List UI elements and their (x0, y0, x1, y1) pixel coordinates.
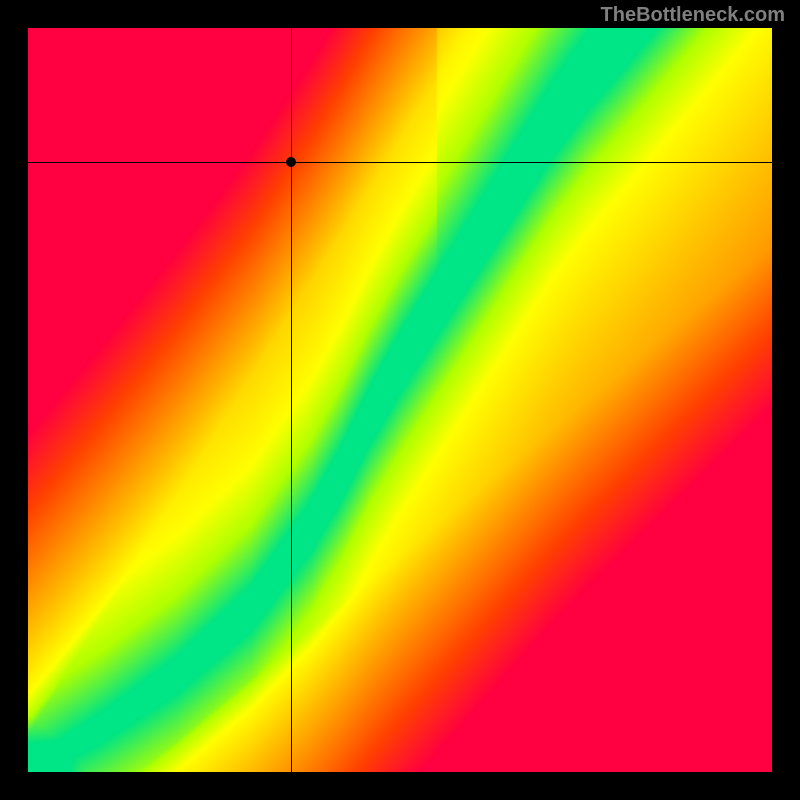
chart-container: TheBottleneck.com (0, 0, 800, 800)
crosshair-horizontal (28, 162, 772, 163)
watermark-text: TheBottleneck.com (601, 4, 785, 27)
heatmap-canvas (28, 28, 772, 772)
crosshair-marker (286, 157, 296, 167)
crosshair-vertical (291, 28, 292, 772)
plot-area (28, 28, 772, 772)
